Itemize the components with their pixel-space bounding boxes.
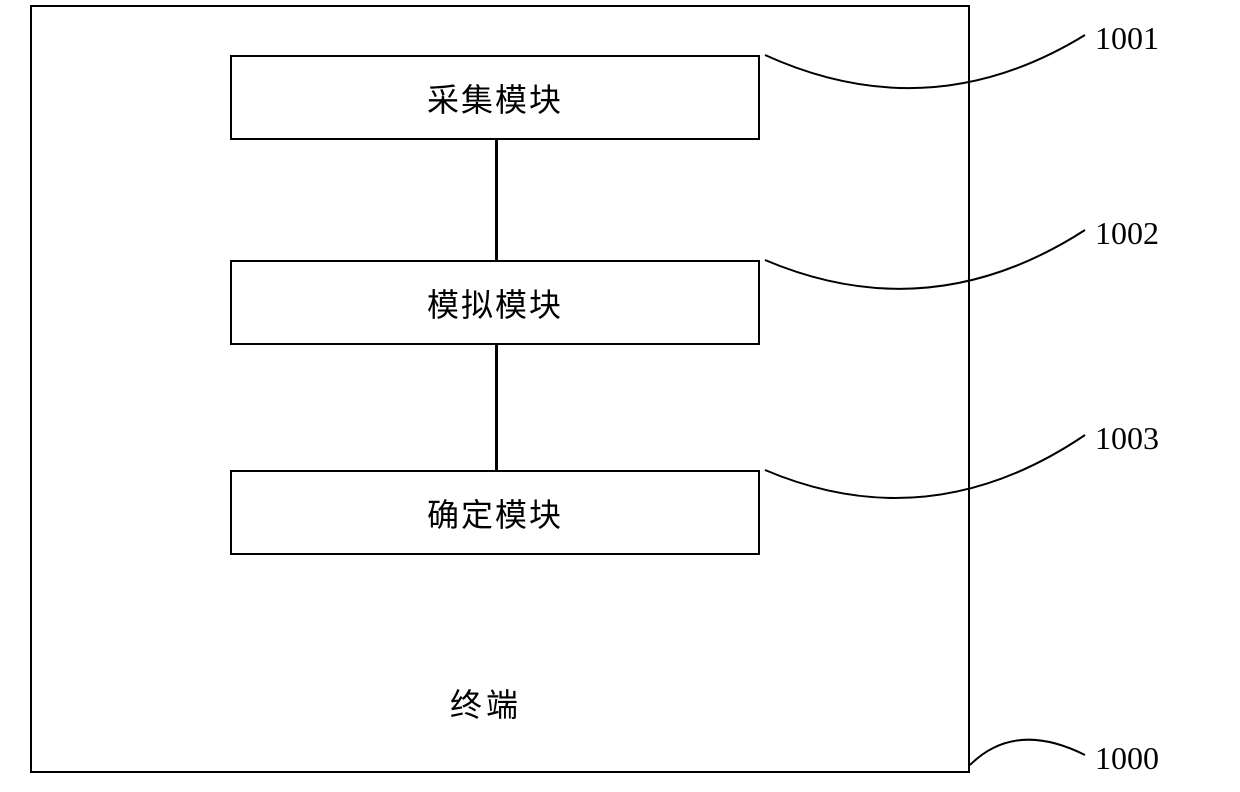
callout-lines	[0, 0, 1240, 792]
